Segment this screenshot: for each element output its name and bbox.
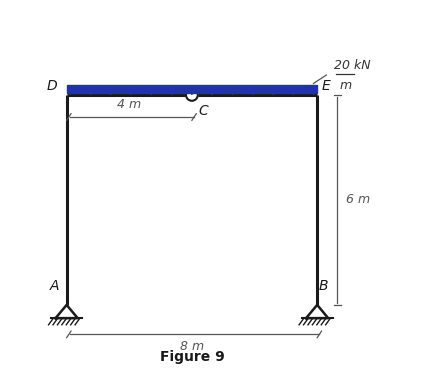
Bar <box>67 85 317 94</box>
Text: E: E <box>321 79 330 93</box>
Text: m: m <box>339 79 351 92</box>
Text: Figure 9: Figure 9 <box>160 350 224 364</box>
Text: C: C <box>199 104 208 118</box>
Circle shape <box>186 89 198 101</box>
Polygon shape <box>56 305 77 318</box>
Text: 4 m: 4 m <box>117 98 141 111</box>
Text: 20 kN: 20 kN <box>334 59 370 73</box>
Text: D: D <box>47 79 57 93</box>
Polygon shape <box>306 305 328 318</box>
Text: B: B <box>319 279 329 294</box>
Text: 8 m: 8 m <box>180 340 204 353</box>
Text: 6 m: 6 m <box>345 193 370 206</box>
Text: A: A <box>50 279 59 294</box>
